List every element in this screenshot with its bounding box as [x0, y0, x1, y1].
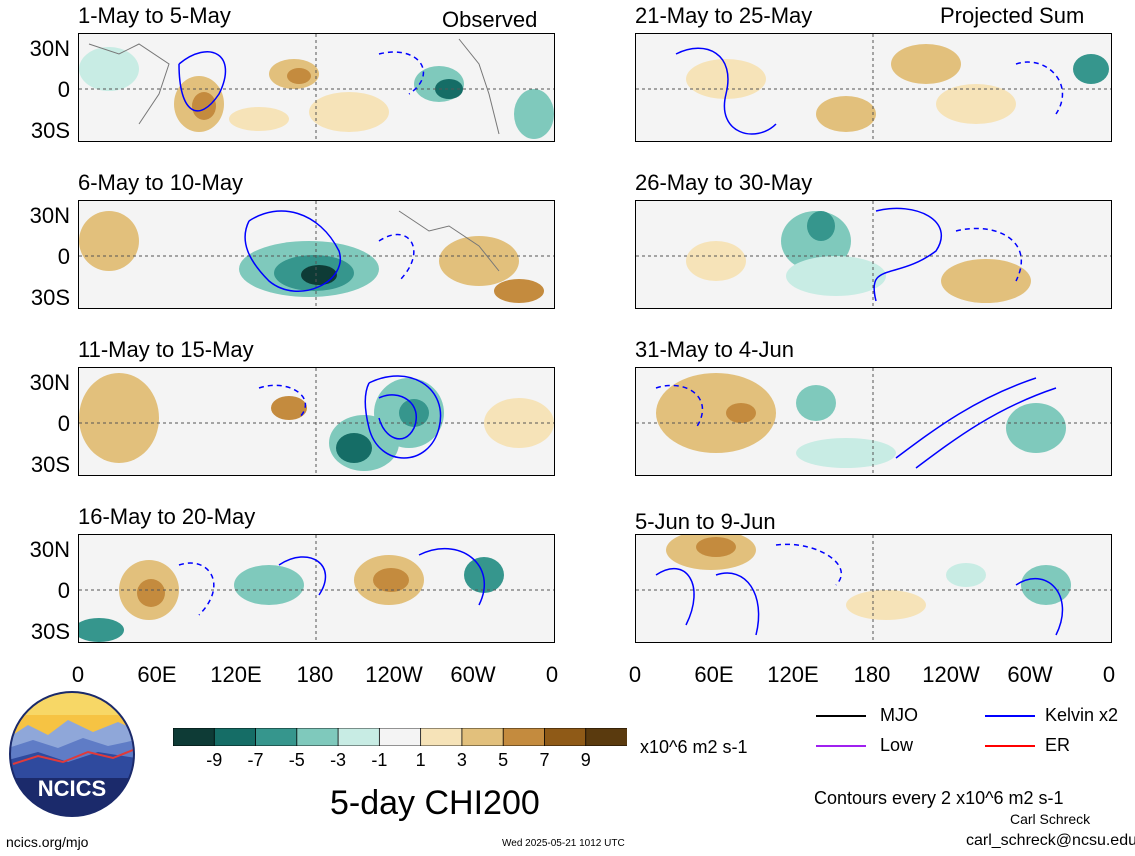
author-name: Carl Schreck — [1010, 811, 1091, 827]
colorbar-cell — [544, 727, 587, 747]
colorbar-tick-label: -3 — [330, 750, 347, 770]
legend-swatch-kelvin — [985, 715, 1035, 717]
author-email[interactable]: carl_schreck@ncsu.edu — [966, 832, 1135, 849]
legend-label-mjo: MJO — [880, 705, 918, 725]
lon-label-0-end: 0 — [1102, 662, 1116, 687]
lon-label-120e: 120E — [767, 662, 819, 687]
lat-label-eq: 0 — [57, 578, 70, 603]
colorbar-cell — [255, 727, 298, 747]
lon-label-60w: 60W — [450, 662, 496, 687]
timestamp: Wed 2025-05-21 1012 UTC — [502, 838, 625, 849]
lon-label-120e: 120E — [210, 662, 262, 687]
lon-label-120w: 120W — [922, 662, 980, 687]
lat-label-30s: 30S — [30, 619, 70, 644]
colorbar-tick-label: -5 — [288, 750, 305, 770]
colorbar — [172, 727, 628, 747]
lat-label-30s: 30S — [30, 452, 70, 477]
lat-label-30n: 30N — [29, 370, 70, 395]
legend-swatch-low — [816, 745, 866, 747]
legend-label-kelvin: Kelvin x2 — [1045, 705, 1119, 725]
colorbar-cell — [420, 727, 463, 747]
panel-title-left-4: 16-May to 20-May — [78, 504, 256, 529]
map-panel-jun05-09 — [635, 534, 1112, 643]
colorbar-tick-label: -9 — [206, 750, 223, 770]
colorbar-cell — [172, 727, 216, 747]
ncics-logo: NCICS — [8, 690, 136, 818]
lon-label-60w: 60W — [1007, 662, 1053, 687]
panel-title-right-1: 21-May to 25-May — [635, 3, 813, 28]
legend-swatch-mjo — [816, 715, 866, 717]
colorbar-tick-label: 7 — [539, 750, 550, 770]
colorbar-cell — [502, 727, 546, 747]
colorbar-tick-label: 5 — [498, 750, 509, 770]
lat-label-30s: 30S — [30, 285, 70, 310]
lat-label-eq: 0 — [57, 77, 70, 102]
colorbar-unit: x10^6 m2 s-1 — [640, 737, 748, 757]
logo-text: NCICS — [38, 776, 106, 801]
main-title: 5-day CHI200 — [330, 784, 540, 822]
lat-label-eq: 0 — [57, 411, 70, 436]
lat-label-30n: 30N — [29, 203, 70, 228]
lat-label-30s: 30S — [30, 118, 70, 143]
map-panel-may06-10 — [78, 200, 555, 309]
colorbar-tick-label: 9 — [580, 750, 591, 770]
colorbar-tick-label: 3 — [456, 750, 467, 770]
colorbar-cell — [378, 727, 422, 747]
legend-swatch-er — [985, 745, 1035, 747]
lat-label-eq: 0 — [57, 244, 70, 269]
panel-title-left-2: 6-May to 10-May — [78, 170, 244, 195]
legend-label-er: ER — [1045, 735, 1071, 755]
map-panel-may16-20 — [78, 534, 555, 643]
lon-label-120w: 120W — [365, 662, 423, 687]
panel-title-right-2: 26-May to 30-May — [635, 170, 813, 195]
projected-label: Projected Sum — [940, 3, 1085, 28]
observed-label: Observed — [442, 7, 538, 32]
colorbar-cell — [296, 727, 339, 747]
colorbar-tick-label: 1 — [415, 750, 426, 770]
contour-note: Contours every 2 x10^6 m2 s-1 — [814, 788, 1064, 808]
colorbar-tick-label: -1 — [371, 750, 388, 770]
legend-label-low: Low — [880, 735, 914, 755]
panel-title-left-3: 11-May to 15-May — [78, 337, 254, 362]
lat-label-30n: 30N — [29, 537, 70, 562]
lon-label-180: 180 — [853, 662, 891, 687]
lat-label-30n: 30N — [29, 36, 70, 61]
site-link[interactable]: ncics.org/mjo — [6, 834, 89, 850]
map-panel-may31-jun04 — [635, 367, 1112, 476]
map-panel-may26-30 — [635, 200, 1112, 309]
colorbar-cell — [461, 727, 505, 747]
map-panel-may01-05 — [78, 33, 555, 142]
lon-label-0: 0 — [71, 662, 85, 687]
lon-label-0-end: 0 — [545, 662, 559, 687]
lon-label-180: 180 — [296, 662, 334, 687]
colorbar-cell — [213, 727, 257, 747]
panel-title-left-1: 1-May to 5-May — [78, 3, 231, 28]
map-panel-may21-25 — [635, 33, 1112, 142]
lon-label-60e: 60E — [137, 662, 177, 687]
lon-label-0: 0 — [628, 662, 642, 687]
colorbar-cell — [337, 727, 381, 747]
panel-title-right-4: 5-Jun to 9-Jun — [635, 509, 776, 534]
panel-title-right-3: 31-May to 4-Jun — [635, 337, 794, 362]
colorbar-cell — [585, 727, 628, 747]
map-panel-may11-15 — [78, 367, 555, 476]
colorbar-tick-label: -7 — [247, 750, 264, 770]
lon-label-60e: 60E — [694, 662, 734, 687]
